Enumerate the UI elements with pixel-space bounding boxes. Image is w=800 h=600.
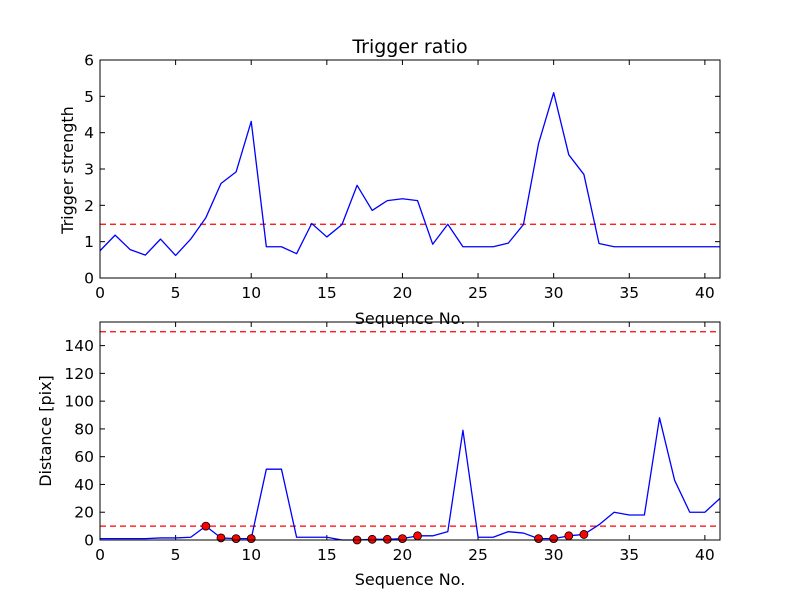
y-axis-label: Distance [pix] bbox=[36, 375, 55, 487]
x-tick-label: 5 bbox=[171, 284, 181, 302]
data-point-marker bbox=[201, 521, 211, 531]
data-point-marker bbox=[216, 533, 226, 543]
x-tick-label: 30 bbox=[544, 284, 564, 302]
y-tick-label: 140 bbox=[64, 337, 94, 355]
data-point-marker bbox=[231, 534, 241, 544]
data-point-marker bbox=[382, 534, 392, 544]
trigger-ratio-panel: Trigger ratio Sequence No. Trigger stren… bbox=[58, 36, 721, 328]
axes-frame bbox=[99, 59, 721, 279]
x-tick-label: 20 bbox=[393, 284, 413, 302]
x-tick-label: 15 bbox=[317, 546, 337, 564]
x-axis-label: Sequence No. bbox=[355, 309, 466, 328]
y-tick-label: 6 bbox=[84, 52, 94, 70]
plot-area bbox=[99, 92, 720, 257]
y-tick-label: 20 bbox=[74, 504, 94, 522]
data-point-marker bbox=[534, 534, 543, 544]
y-tick-label: 40 bbox=[74, 476, 94, 494]
x-tick-label: 25 bbox=[468, 284, 488, 302]
x-tick-label: 15 bbox=[317, 284, 337, 302]
x-axis-label: Sequence No. bbox=[355, 570, 466, 589]
data-point-marker bbox=[398, 534, 407, 544]
y-axis-label: Trigger strength bbox=[58, 106, 77, 235]
y-tick-label: 0 bbox=[84, 270, 94, 288]
y-tick-label: 3 bbox=[84, 161, 94, 179]
y-tick-label: 80 bbox=[74, 420, 94, 438]
x-tick-label: 10 bbox=[241, 284, 261, 302]
distance-panel: Sequence No. Distance [pix] 0 5 10 15 20 25 30… bbox=[36, 321, 721, 589]
data-point-marker bbox=[367, 534, 377, 544]
x-tick-label: 10 bbox=[241, 546, 261, 564]
chart-title: Trigger ratio bbox=[351, 36, 467, 58]
data-point-marker bbox=[564, 531, 574, 541]
x-tick-label: 25 bbox=[468, 546, 488, 564]
y-tick-label: 5 bbox=[84, 88, 94, 106]
x-tick-label: 30 bbox=[544, 546, 564, 564]
axis-ticks: 0 5 10 15 20 25 30 35 40 0 20 40 60 80 100 120 140 bbox=[64, 322, 720, 564]
x-tick-label: 20 bbox=[393, 546, 413, 564]
x-tick-label: 35 bbox=[619, 546, 639, 564]
y-tick-label: 120 bbox=[64, 365, 94, 383]
y-tick-label: 100 bbox=[64, 393, 94, 411]
y-tick-label: 0 bbox=[84, 532, 94, 550]
data-point-marker bbox=[413, 531, 422, 541]
data-point-marker bbox=[579, 530, 589, 539]
y-tick-label: 60 bbox=[74, 448, 94, 466]
x-tick-label: 0 bbox=[95, 284, 105, 302]
y-tick-label: 1 bbox=[84, 233, 94, 251]
axis-ticks: 0 5 10 15 20 25 30 35 40 0 1 2 3 4 5 6 bbox=[84, 52, 720, 302]
x-tick-label: 40 bbox=[695, 284, 715, 302]
series-line bbox=[99, 92, 720, 257]
y-tick-label: 2 bbox=[84, 197, 94, 215]
y-tick-label: 4 bbox=[84, 124, 94, 142]
x-tick-label: 0 bbox=[95, 546, 105, 564]
data-point-marker bbox=[549, 534, 559, 544]
x-tick-label: 40 bbox=[695, 546, 715, 564]
x-tick-label: 5 bbox=[171, 546, 181, 564]
x-tick-label: 35 bbox=[619, 284, 639, 302]
axes-frame bbox=[99, 321, 721, 541]
data-point-marker bbox=[246, 534, 256, 544]
